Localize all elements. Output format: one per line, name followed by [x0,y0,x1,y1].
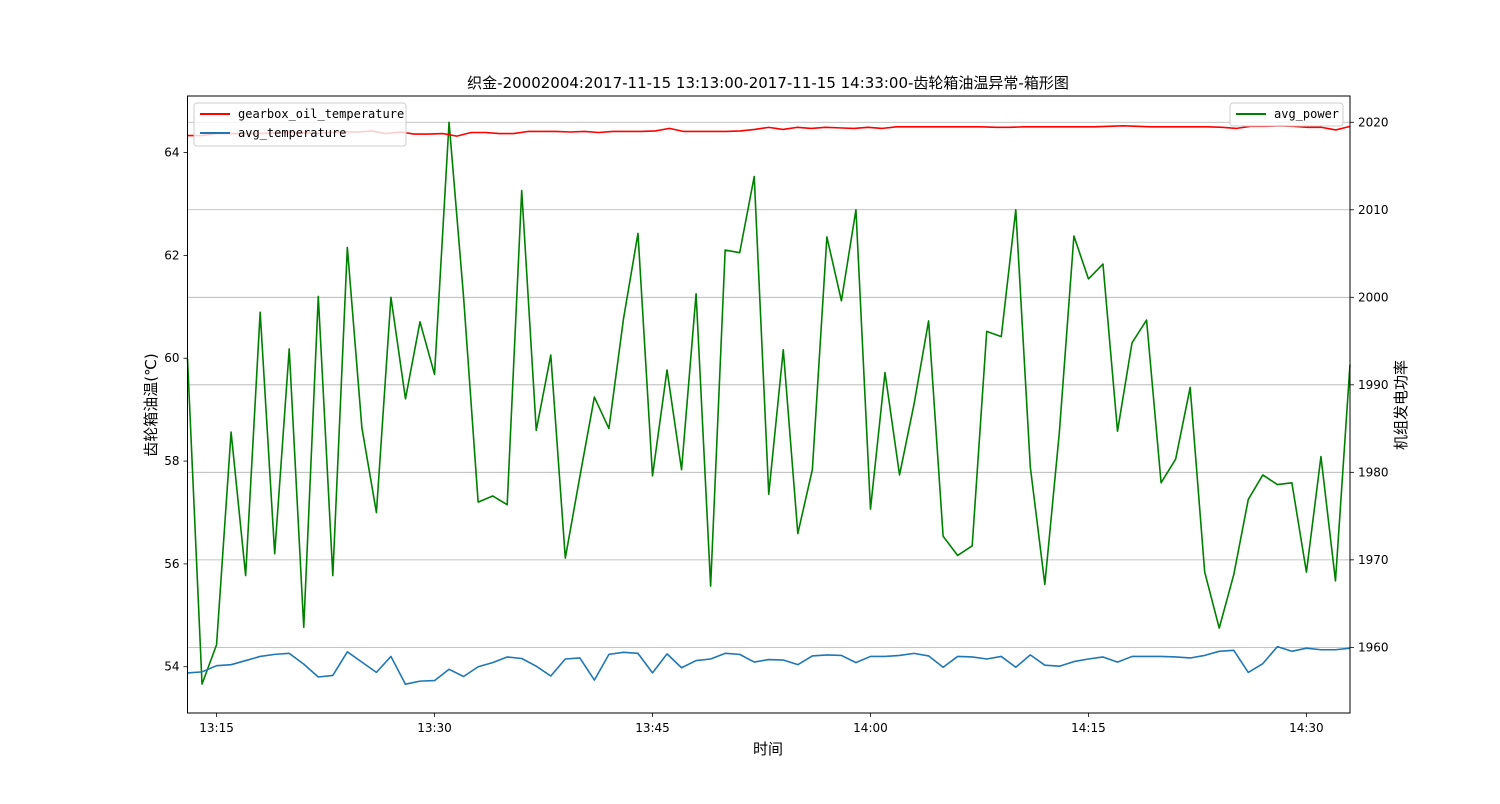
x-tick-label: 14:00 [853,721,888,735]
y-right-tick-label: 1970 [1358,553,1389,567]
y-left-tick-label: 56 [164,557,179,571]
y-axis-right-label: 机组发电功率 [1392,360,1410,450]
y-left-tick-label: 62 [164,248,179,262]
legend-left: gearbox_oil_temperature avg_temperature [193,102,407,147]
y-axis-left-label: 齿轮箱油温(℃) [142,353,160,457]
y-right-tick-label: 2010 [1358,203,1389,217]
chart-title: 织金-20002004:2017-11-15 13:13:00-2017-11-… [467,74,1069,92]
series-line-avg-power [186,121,1351,685]
plot-area-frame [187,95,1351,714]
legend-label-avg-temperature: avg_temperature [238,126,346,140]
y-left-tick-label: 60 [164,351,179,365]
x-tick-label: 13:15 [199,721,234,735]
x-tick-label: 14:15 [1071,721,1106,735]
x-tick-label: 13:45 [635,721,670,735]
y-right-tick-label: 1980 [1358,465,1389,479]
series-line-avg-temperature [187,645,1351,686]
x-axis-label: 时间 [753,740,783,758]
y-left-tick-label: 54 [164,660,179,674]
legend-left-box [193,102,407,147]
legend-label-gearbox-oil-temperature: gearbox_oil_temperature [238,107,404,121]
y-right-tick-label: 2000 [1358,290,1389,304]
y-right-tick-label: 1990 [1358,378,1389,392]
x-tick-label: 14:30 [1289,721,1324,735]
y-left-tick-label: 58 [164,454,179,468]
y-right-tick-label: 2020 [1358,115,1389,129]
x-tick-label: 13:30 [417,721,452,735]
y-right-tick-label: 1960 [1358,640,1389,654]
legend-label-avg-power: avg_power [1274,107,1339,121]
legend-right-box [1229,102,1344,127]
legend-right: avg_power [1229,102,1344,127]
y-left-tick-label: 64 [164,146,179,160]
